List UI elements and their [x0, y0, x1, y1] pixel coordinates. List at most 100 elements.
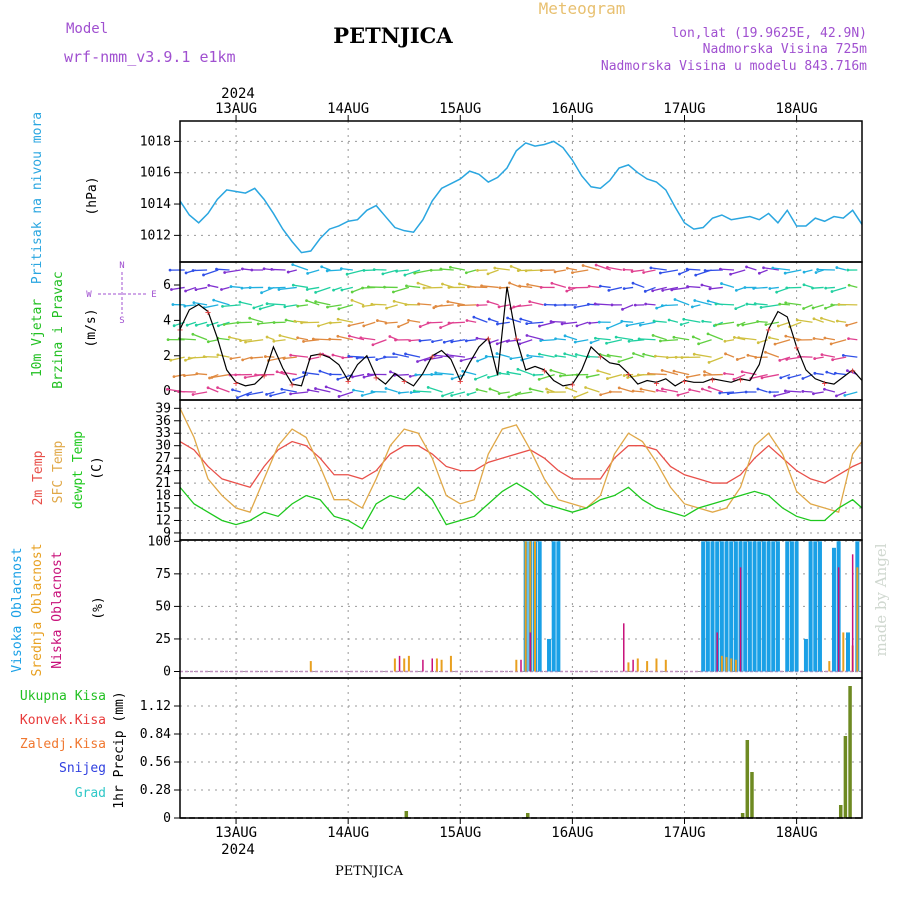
wind-arrow-head — [254, 373, 257, 377]
wind-arrow-head — [171, 303, 175, 306]
total-precip-bar — [848, 686, 852, 818]
wind-arrow — [251, 356, 264, 359]
wind-arrow — [521, 356, 533, 361]
wind-arrow — [728, 391, 746, 395]
wind-arrow-head — [617, 360, 621, 364]
wind-arrow-head — [835, 394, 838, 398]
high-cloud-bar — [808, 541, 813, 672]
wind-arrow — [293, 284, 309, 289]
wind-arrow-head — [170, 288, 173, 291]
wind-arrow — [428, 321, 443, 324]
wind-arrow-head — [594, 336, 597, 340]
wind-arrow — [171, 286, 185, 291]
wind-arrow — [363, 321, 376, 327]
wind-arrow — [821, 353, 836, 358]
mid-cloud-bar — [449, 655, 452, 672]
wind-arrow — [347, 269, 365, 275]
wind-arrow — [595, 337, 611, 341]
wind-arrow — [217, 337, 230, 341]
mid-cloud-bar — [856, 567, 859, 672]
wind-arrow-head — [262, 267, 266, 271]
wind-arrow — [555, 355, 566, 358]
wind-arrow — [701, 284, 712, 289]
wind-arrow-head — [409, 391, 413, 394]
wind-speed-line — [179, 286, 863, 387]
wind-arrow — [440, 268, 454, 271]
wind-arrow-head — [757, 271, 761, 275]
wind-arrow-head — [841, 353, 845, 357]
mid-cloud-bar — [627, 662, 630, 672]
wind-arrow-head — [487, 375, 490, 379]
wind-arrow-head — [802, 283, 806, 287]
wind-arrow — [476, 388, 488, 393]
wind-arrow-head — [740, 370, 744, 374]
mid-cloud-bar — [636, 658, 639, 672]
wind-arrow-head — [336, 317, 340, 321]
wind-arrow-head — [486, 300, 490, 304]
wind-arrow-head — [563, 334, 567, 338]
y-tick-label: 0 — [163, 384, 171, 399]
wind-arrow-head — [644, 302, 648, 306]
wind-arrow — [645, 286, 656, 292]
wind-arrow — [489, 318, 499, 323]
wind-arrow-head — [328, 337, 332, 341]
wind-speed-marker: + — [317, 350, 323, 361]
wind-arrow-head — [289, 353, 293, 357]
wind-arrow-head — [328, 373, 332, 376]
wind-arrow-head — [461, 369, 465, 373]
wind-speed-marker: + — [373, 373, 379, 384]
wind-arrow-head — [773, 394, 777, 398]
wind-arrow — [468, 286, 488, 289]
wind-arrow-head — [320, 265, 324, 269]
wind-arrow — [660, 339, 679, 342]
wind-arrow — [517, 368, 533, 376]
wind-arrow — [475, 373, 488, 380]
wind-arrow-head — [703, 373, 706, 377]
wind-arrow — [769, 286, 779, 290]
wind-arrow-head — [518, 284, 521, 288]
wind-arrow-head — [350, 298, 354, 302]
wind-arrow — [702, 320, 712, 323]
wind-arrow — [797, 319, 813, 323]
wind-arrow-head — [553, 303, 557, 307]
wind-arrow-head — [408, 339, 412, 343]
wind-arrow-head — [843, 393, 847, 397]
wind-arrow-head — [484, 355, 488, 358]
wind-arrow-head — [759, 306, 763, 309]
mid-cloud-bar — [828, 661, 831, 672]
wind-arrow-head — [756, 387, 760, 391]
wind-arrow-head — [692, 352, 696, 356]
wind-arrow-head — [318, 369, 322, 373]
wind-arrow-head — [370, 302, 374, 306]
wind-arrow — [348, 355, 365, 358]
wind-arrow — [351, 299, 365, 306]
wind-arrow — [211, 373, 230, 379]
wind-arrow-head — [720, 282, 723, 285]
wind-arrow-head — [337, 307, 341, 311]
wind-arrow-head — [284, 318, 288, 322]
wind-arrow-head — [283, 305, 287, 309]
wind-arrow — [329, 338, 342, 341]
wind-arrow-head — [734, 307, 738, 311]
wind-arrow — [414, 269, 432, 274]
wind-arrow — [288, 269, 297, 273]
wind-arrow — [814, 356, 824, 360]
wind-arrow-head — [272, 339, 276, 343]
wind-arrow-head — [441, 282, 444, 286]
temp-dewpt-label: dewpt Temp — [71, 431, 86, 509]
wind-arrow-head — [278, 334, 282, 337]
wind-arrow — [507, 371, 522, 376]
wind-arrow-head — [575, 324, 579, 328]
wind-arrow-head — [718, 391, 722, 395]
wind-arrow-head — [488, 387, 492, 391]
wind-arrow-head — [248, 286, 252, 290]
compass-n: N — [119, 261, 124, 271]
high-cloud-bar — [775, 541, 780, 672]
wind-arrow-head — [314, 300, 318, 304]
wind-arrow-head — [637, 337, 641, 341]
wind-arrow — [626, 321, 645, 327]
wind-arrow — [715, 303, 735, 306]
wind-arrow — [419, 339, 432, 342]
wind-arrow-head — [660, 387, 664, 391]
wind-arrow — [192, 391, 208, 396]
